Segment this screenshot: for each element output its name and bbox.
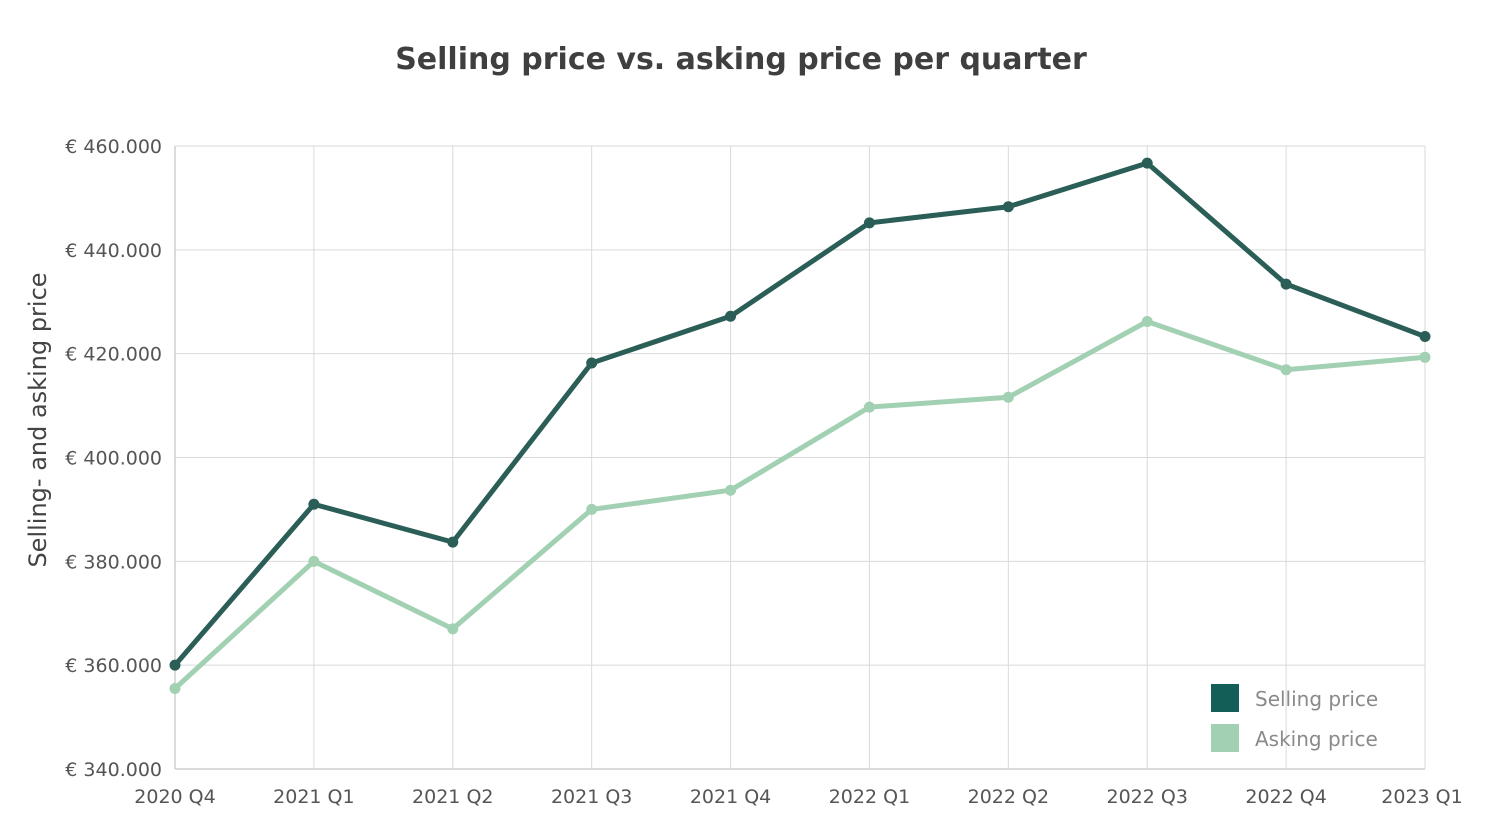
- y-tick-label: € 340.000: [65, 759, 162, 781]
- data-point: [1002, 391, 1014, 403]
- y-tick-label: € 400.000: [65, 448, 162, 470]
- data-point: [1002, 201, 1014, 213]
- data-point: [169, 683, 181, 695]
- data-point: [1141, 157, 1153, 169]
- x-tick-label: 2023 Q1: [1381, 786, 1462, 808]
- data-point: [725, 484, 737, 496]
- grid-layer: [174, 145, 1426, 770]
- data-point: [1419, 331, 1431, 343]
- y-tick-label: € 360.000: [65, 655, 162, 677]
- legend: Selling price Asking price: [1211, 684, 1378, 752]
- series-line: [172, 160, 1428, 668]
- data-point: [308, 555, 320, 567]
- chart-title: Selling price vs. asking price per quart…: [395, 42, 1087, 77]
- x-tick-label: 2020 Q4: [134, 786, 215, 808]
- x-tick-label: 2022 Q4: [1245, 786, 1326, 808]
- series-selling-price: [169, 157, 1431, 671]
- data-point: [169, 659, 181, 671]
- legend-label: Asking price: [1255, 727, 1378, 751]
- x-tick-label: 2022 Q1: [829, 786, 910, 808]
- series-asking-price: [169, 315, 1431, 695]
- x-tick-label: 2021 Q3: [551, 786, 632, 808]
- data-point: [308, 498, 320, 510]
- data-point: [447, 536, 459, 548]
- data-point: [1419, 351, 1431, 363]
- y-tick-label: € 420.000: [65, 344, 162, 366]
- x-tick-label: 2022 Q2: [968, 786, 1049, 808]
- y-axis-ticks: € 340.000 € 360.000 € 380.000 € 400.000 € 42…: [65, 136, 162, 781]
- data-point: [1280, 278, 1292, 290]
- series-layer: [169, 157, 1431, 695]
- data-point: [586, 503, 598, 515]
- legend-swatch: [1211, 684, 1239, 712]
- data-point: [586, 357, 598, 369]
- data-point: [1280, 364, 1292, 376]
- x-tick-label: 2022 Q3: [1107, 786, 1188, 808]
- y-tick-label: € 460.000: [65, 136, 162, 158]
- legend-label: Selling price: [1255, 687, 1378, 711]
- x-tick-label: 2021 Q1: [273, 786, 354, 808]
- data-point: [863, 217, 875, 229]
- data-point: [725, 310, 737, 322]
- x-tick-label: 2021 Q2: [412, 786, 493, 808]
- y-axis-title: Selling- and asking price: [24, 272, 52, 567]
- x-tick-label: 2021 Q4: [690, 786, 771, 808]
- legend-swatch: [1211, 724, 1239, 752]
- y-tick-label: € 440.000: [65, 240, 162, 262]
- y-tick-label: € 380.000: [65, 551, 162, 573]
- x-axis-ticks: 2020 Q4 2021 Q1 2021 Q2 2021 Q3 2021 Q4 2022 …: [134, 786, 1462, 808]
- series-line: [172, 318, 1428, 692]
- data-point: [1141, 315, 1153, 327]
- data-point: [447, 623, 459, 635]
- data-point: [863, 401, 875, 413]
